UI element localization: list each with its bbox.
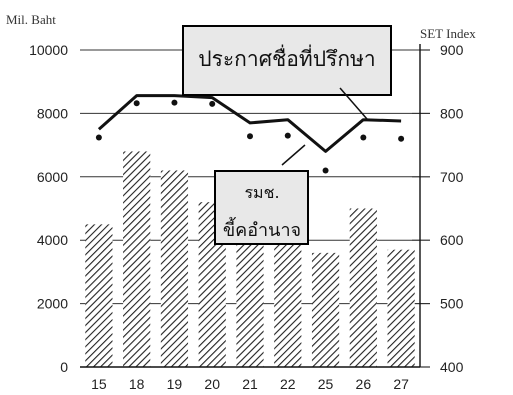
x-tick-label: 18 <box>129 376 145 392</box>
left-tick-label: 0 <box>60 359 68 375</box>
bar <box>349 208 377 367</box>
x-tick-label: 25 <box>318 376 334 392</box>
right-tick-label: 600 <box>440 232 464 248</box>
bar <box>274 243 302 367</box>
bar <box>85 224 113 367</box>
right-tick-label: 500 <box>440 296 464 312</box>
annotation-minister-line1: รมช. <box>244 183 279 202</box>
bar <box>311 252 340 367</box>
set-index-point <box>209 100 216 107</box>
x-tick-label: 15 <box>91 376 107 392</box>
annotation-pointer-1 <box>339 87 368 120</box>
left-tick-label: 10000 <box>29 42 68 58</box>
tick-layer: 0 2000 4000 6000 8000 10000 400 500 600 700 800 900… <box>29 42 464 392</box>
bar-layer <box>85 151 415 367</box>
x-tick-label: 26 <box>356 376 372 392</box>
set-index-point <box>247 133 253 140</box>
right-tick-label: 800 <box>440 105 464 121</box>
right-tick-label: 700 <box>440 169 464 185</box>
left-axis-title: Mil. Baht <box>6 12 56 27</box>
set-index-line <box>97 94 402 153</box>
x-tick-label: 20 <box>204 376 220 392</box>
bar <box>236 243 264 367</box>
set-index-point <box>95 134 102 141</box>
set-index-point <box>322 167 329 174</box>
x-tick-label: 27 <box>393 376 409 392</box>
set-index-point <box>284 132 291 139</box>
annotation-box-consultant: ประกาศชื่อที่ปรึกษา <box>182 25 392 96</box>
set-index-point <box>360 134 367 141</box>
annotation-consultant-text: ประกาศชื่อที่ปรึกษา <box>198 44 375 71</box>
set-index-point <box>133 100 140 107</box>
annotation-pointer-2 <box>281 144 306 166</box>
right-tick-label: 400 <box>440 359 464 375</box>
x-tick-label: 21 <box>242 376 258 392</box>
point-layer <box>95 99 405 174</box>
right-tick-label: 900 <box>440 42 464 58</box>
x-tick-label: 22 <box>280 376 296 392</box>
x-tick-label: 19 <box>167 376 183 392</box>
left-tick-label: 2000 <box>37 296 68 312</box>
bar <box>387 249 415 367</box>
set-index-point <box>398 135 405 142</box>
left-tick-label: 8000 <box>37 105 68 121</box>
line-layer <box>97 94 402 153</box>
set-index-point <box>171 99 178 106</box>
right-axis-title: SET Index <box>420 26 476 41</box>
left-tick-label: 6000 <box>37 169 68 185</box>
annotation-minister-line2: ขี้คอำนาจ <box>223 217 301 241</box>
left-tick-label: 4000 <box>37 232 68 248</box>
annotation-box-minister: รมช. ขี้คอำนาจ <box>214 170 309 245</box>
bar <box>123 151 151 367</box>
bar <box>160 170 189 367</box>
axis-layer <box>80 44 421 368</box>
